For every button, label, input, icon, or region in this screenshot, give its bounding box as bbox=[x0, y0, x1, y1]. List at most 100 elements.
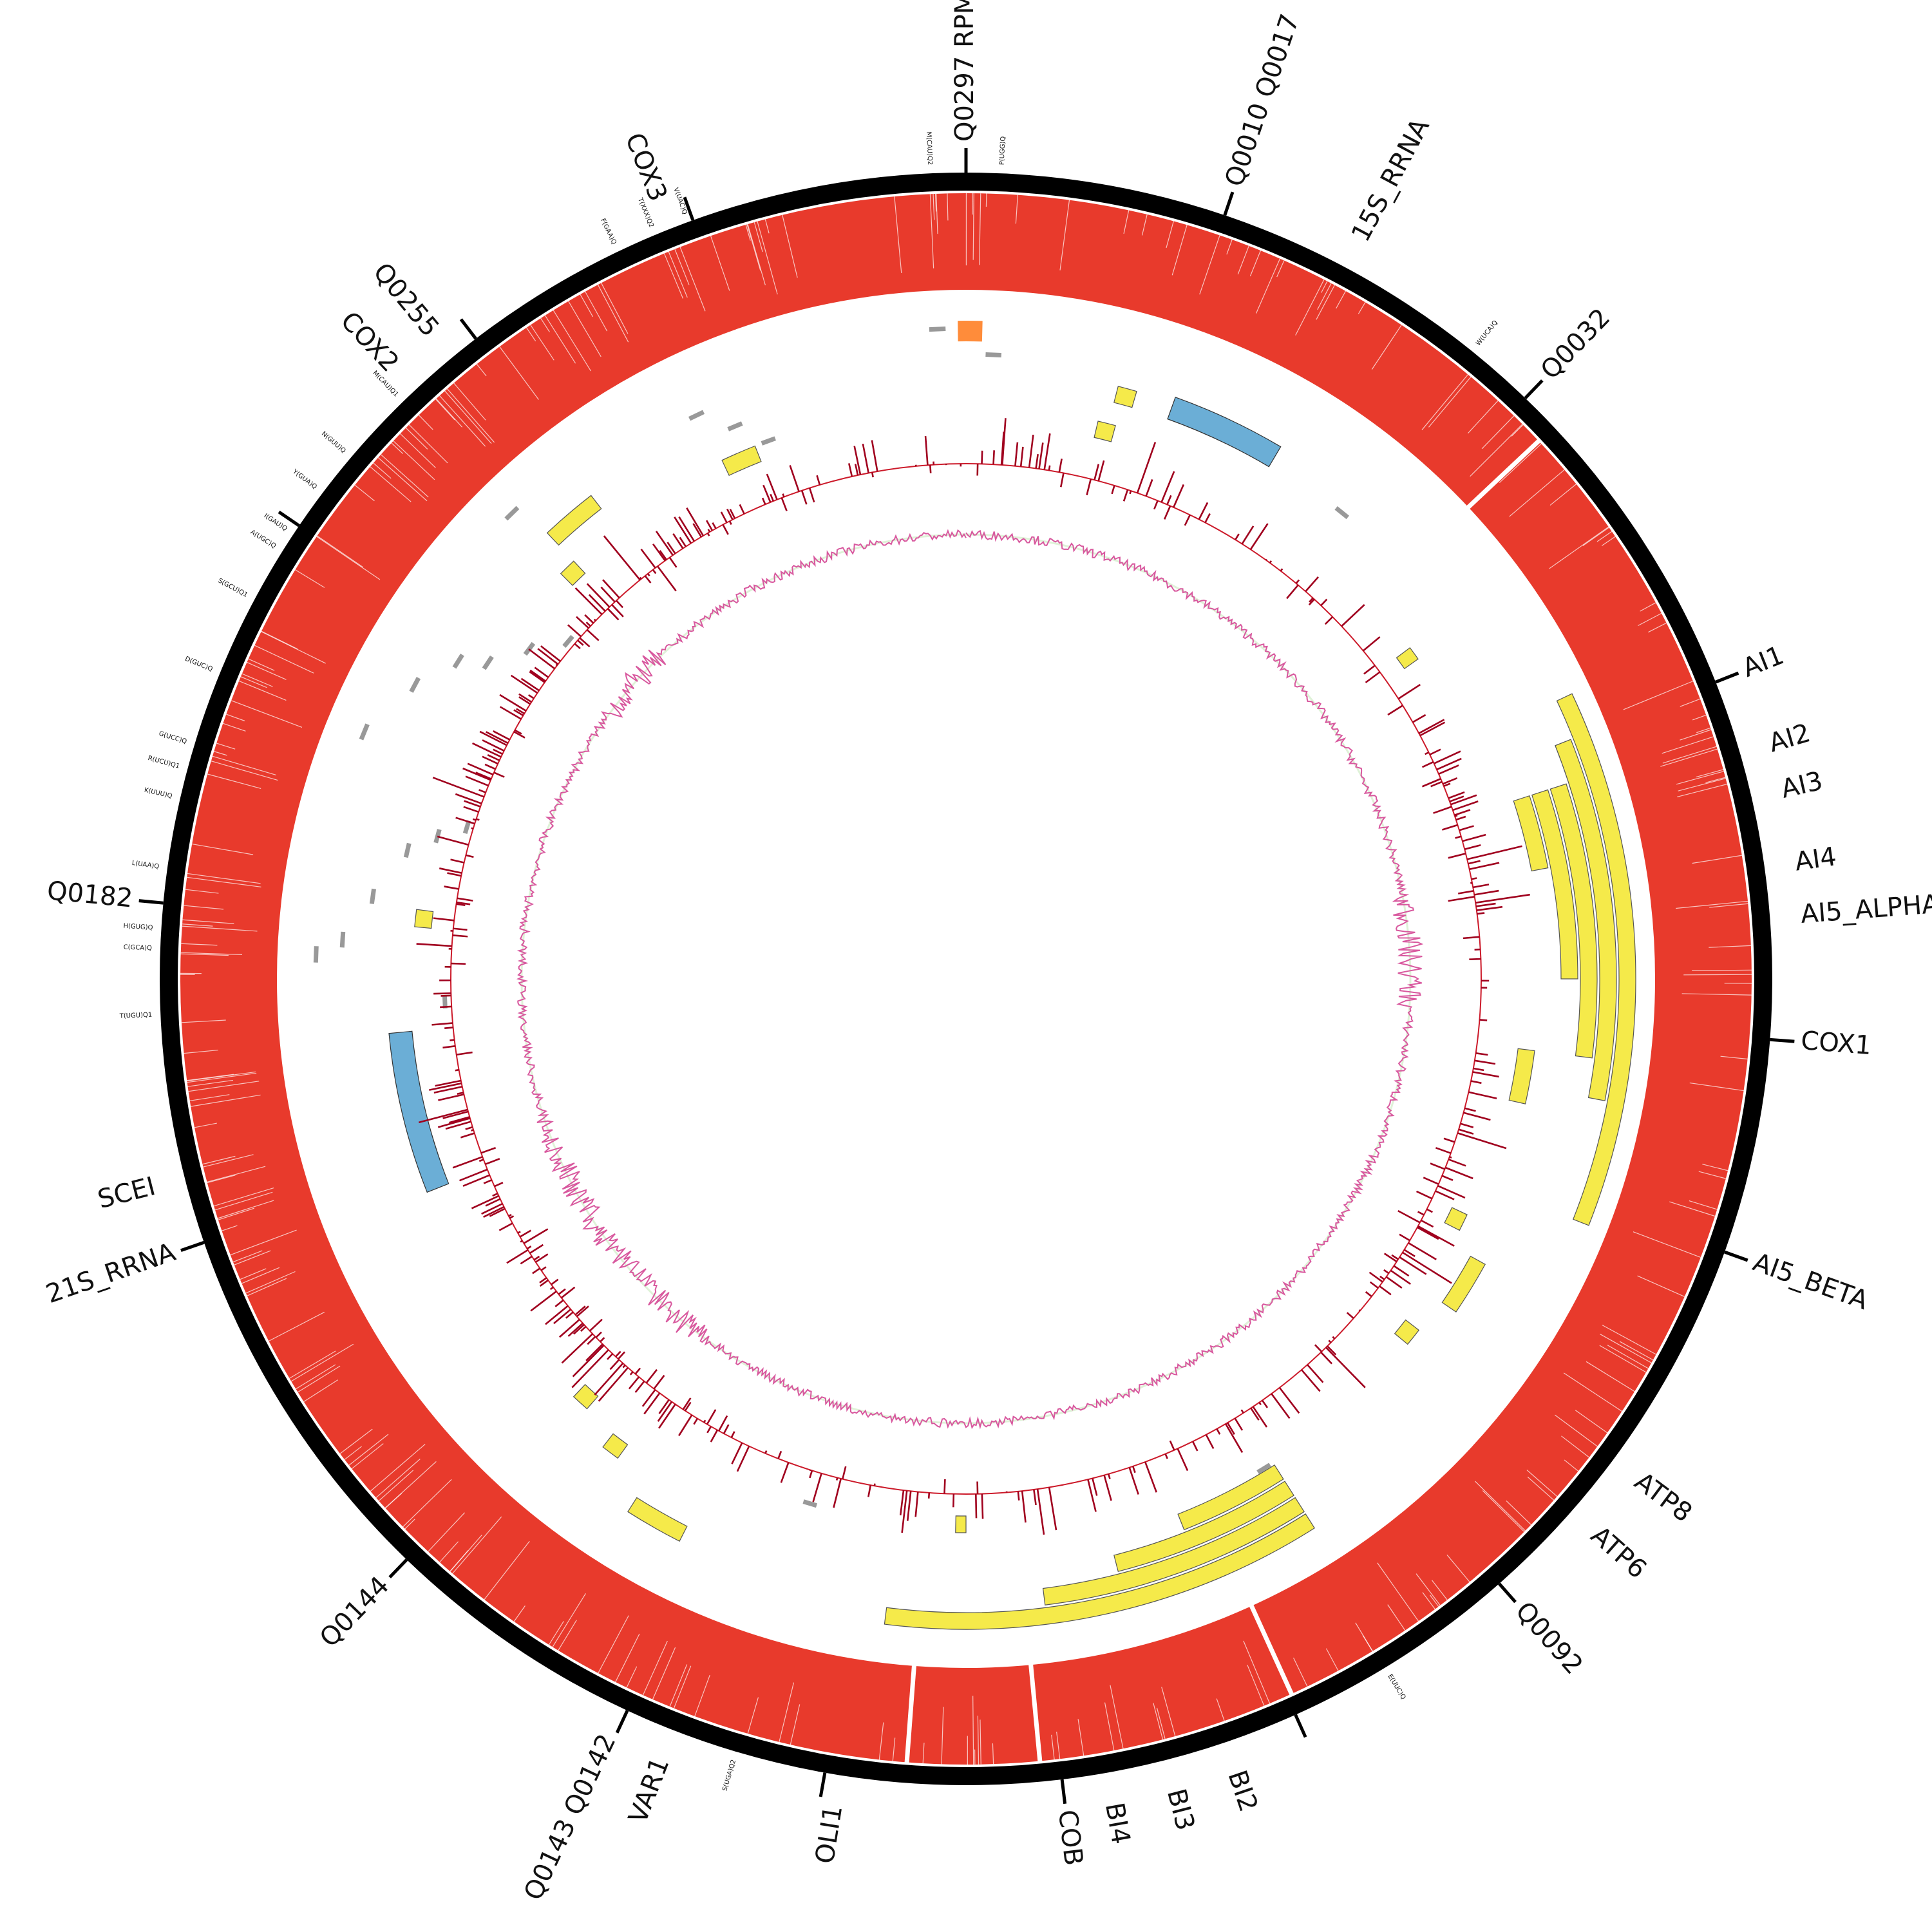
coverage-notch bbox=[1358, 301, 1366, 314]
coverage-notch bbox=[673, 1665, 692, 1709]
variant-spike bbox=[1397, 683, 1421, 700]
trna-tick bbox=[339, 931, 346, 948]
variant-spike bbox=[667, 542, 676, 554]
variant-spike bbox=[456, 903, 466, 907]
variant-spike bbox=[462, 1174, 490, 1187]
variant-spike bbox=[706, 1426, 712, 1434]
trna-tick bbox=[359, 723, 370, 741]
coverage-notch bbox=[601, 283, 629, 334]
coverage-notch bbox=[298, 1365, 341, 1393]
variant-spike bbox=[1474, 948, 1481, 951]
coverage-notch bbox=[375, 1459, 421, 1499]
coverage-notch bbox=[370, 1443, 426, 1492]
variant-spike bbox=[433, 917, 455, 922]
repeat-block bbox=[1177, 1464, 1284, 1531]
variant-spike bbox=[574, 643, 581, 649]
feature-tracks bbox=[313, 321, 1636, 1630]
variant-spike bbox=[472, 818, 477, 821]
variant-spike bbox=[705, 520, 714, 531]
coverage-notch bbox=[753, 222, 763, 252]
variant-spike bbox=[1448, 853, 1466, 859]
variant-spike bbox=[1433, 806, 1452, 814]
coverage-notch bbox=[400, 433, 436, 468]
coverage-notch bbox=[992, 1743, 994, 1765]
variant-spike bbox=[551, 1278, 559, 1285]
coverage-notch bbox=[1648, 622, 1667, 633]
variant-spike bbox=[527, 694, 535, 699]
gene-tick bbox=[1724, 1250, 1748, 1262]
coverage-notch bbox=[1243, 1640, 1271, 1704]
variant-spike bbox=[485, 1158, 500, 1166]
variant-spike bbox=[1103, 1475, 1112, 1501]
gene-tick bbox=[683, 196, 695, 221]
variant-spike bbox=[1173, 484, 1185, 508]
gene-label: Q0032 bbox=[1535, 303, 1616, 385]
coverage-notch bbox=[663, 253, 684, 299]
variant-spike bbox=[567, 624, 582, 638]
trna-tick bbox=[1334, 506, 1350, 520]
coverage-notch bbox=[1619, 1341, 1654, 1361]
variant-spike bbox=[652, 569, 657, 574]
variant-spike bbox=[419, 1108, 468, 1124]
trna-label: K(UUU)Q bbox=[144, 787, 173, 800]
variant-spike bbox=[1204, 513, 1211, 524]
variant-spike bbox=[520, 1255, 533, 1265]
variant-spike bbox=[478, 1159, 484, 1162]
variant-spike bbox=[452, 934, 468, 938]
variant-spike bbox=[1475, 1052, 1488, 1056]
coverage-notch bbox=[452, 1516, 502, 1574]
variant-spike bbox=[462, 767, 491, 781]
variant-spike bbox=[634, 1367, 641, 1375]
variant-spike bbox=[1341, 604, 1365, 627]
coverage-notch bbox=[540, 317, 550, 332]
variant-spike bbox=[981, 1493, 984, 1519]
trna-label: L(UAA)Q bbox=[131, 860, 160, 871]
variant-spike bbox=[1463, 1112, 1491, 1121]
variant-spike bbox=[1470, 882, 1473, 884]
coverage-notch bbox=[1161, 1687, 1176, 1737]
variant-spike bbox=[530, 1291, 557, 1312]
variant-spike bbox=[652, 544, 666, 562]
coverage-notch bbox=[1295, 279, 1325, 336]
variant-spike bbox=[679, 536, 687, 547]
coverage-notch bbox=[189, 1094, 230, 1101]
coverage-gap bbox=[1249, 1604, 1294, 1696]
coverage-notch bbox=[1511, 424, 1524, 437]
variant-spike bbox=[1476, 905, 1503, 911]
variant-spike bbox=[728, 520, 732, 526]
coverage-notch bbox=[405, 427, 428, 450]
coverage-notch bbox=[1467, 400, 1499, 434]
coverage-notch bbox=[238, 680, 287, 701]
variant-spike bbox=[1464, 844, 1481, 850]
coverage-ring bbox=[180, 193, 1752, 1765]
coverage-notch bbox=[626, 1666, 638, 1688]
trna-label: S(GCU)Q1 bbox=[217, 577, 249, 598]
variant-spike bbox=[493, 730, 511, 741]
variant-spike bbox=[445, 1121, 471, 1130]
variant-spike bbox=[1450, 794, 1477, 806]
repeat-block bbox=[546, 495, 602, 546]
variant-spike bbox=[1094, 464, 1100, 480]
variant-spike bbox=[1169, 1440, 1175, 1451]
variant-spike bbox=[540, 645, 561, 662]
coverage-notch bbox=[694, 1674, 710, 1717]
repeat-block bbox=[414, 909, 434, 929]
coverage-notch bbox=[447, 388, 495, 443]
variant-spike bbox=[678, 1414, 693, 1436]
variant-spike bbox=[842, 1466, 847, 1480]
variant-spike bbox=[848, 463, 853, 477]
variant-spike bbox=[871, 472, 874, 478]
variant-spike bbox=[1249, 523, 1269, 550]
variant-spike bbox=[499, 706, 522, 720]
coverage-notch bbox=[1689, 1200, 1718, 1210]
repeat-block bbox=[560, 560, 586, 586]
variant-spike bbox=[588, 594, 606, 612]
coverage-notch bbox=[1681, 993, 1752, 996]
coverage-notch bbox=[450, 1535, 482, 1572]
orf-block bbox=[958, 321, 983, 342]
variant-spike bbox=[1092, 1478, 1098, 1496]
variant-spike bbox=[1463, 936, 1480, 940]
variant-spike bbox=[432, 777, 485, 798]
variant-spike bbox=[1474, 1059, 1496, 1065]
variant-spike bbox=[489, 1208, 506, 1217]
